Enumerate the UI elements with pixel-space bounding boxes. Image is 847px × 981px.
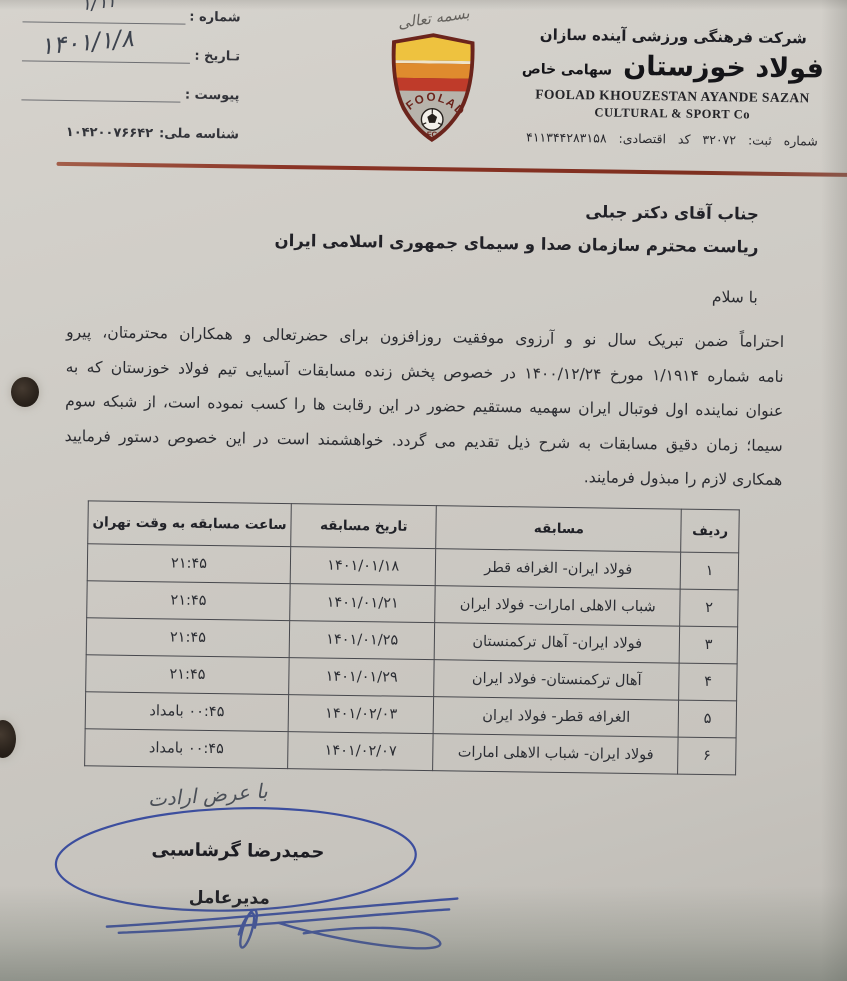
cell-row-number: ۴ [678,663,738,701]
recipient-block: جناب آقای دکتر جبلی ریاست محترم سازمان ص… [274,191,759,264]
signer-title: مدیرعامل [188,887,270,909]
company-name-fa-line2: فولاد خوزستان سهامی خاص [497,49,847,85]
cell-row-number: ۲ [680,589,739,627]
cell-date: ۱۴۰۱/۰۱/۲۹ [288,657,435,697]
cell-date: ۱۴۰۱/۰۲/۰۷ [287,731,434,771]
company-name-fa-main: فولاد خوزستان [623,50,825,85]
cell-match: فولاد ایران- الغرافه قطر [435,548,682,590]
field-date: تـاریخ : ۱۴۰۱/۱/۸ [21,24,241,65]
cell-date: ۱۴۰۱/۰۱/۱۸ [290,546,437,586]
cell-match: آهال ترکمنستان- فولاد ایران [434,659,680,701]
cell-row-number: ۱ [680,552,739,590]
crest-sub-text: FC [427,130,438,139]
field-national-id-value: ۱۰۴۲۰۰۷۶۶۴۲ [65,124,154,142]
letter-body: احتراماً ضمن تبریک سال نو و آرزوی موفقیت… [64,315,785,498]
cell-row-number: ۵ [678,700,737,738]
match-schedule-table: ردیف مسابقه تاریخ مسابقه ساعت مسابقه به … [84,500,740,775]
logo-block: بسمه تعالی FOOLAD [367,4,499,144]
table-row: ۶ فولاد ایران- شباب الاهلی امارات ۱۴۰۱/۰… [84,728,737,775]
header-match: مسابقه [436,505,682,553]
header-match-time: ساعت مسابقه به وقت تهران [87,500,292,547]
field-date-label: تـاریخ : [194,48,241,65]
cell-time: ۲۱:۴۵ [86,580,291,621]
company-name-fa-line1: شرکت فرهنگی ورزشی آینده سازان [539,25,808,48]
company-name-fa-suffix: سهامی خاص [521,61,613,79]
letterhead-fields: شماره : ۱/۱۲ تـاریخ : ۱۴۰۱/۱/۸ پیوست : ش… [21,0,241,163]
recipient-title: ریاست محترم سازمان صدا و سیمای جمهوری اس… [274,230,759,257]
cell-match: شباب الاهلی امارات- فولاد ایران [435,585,681,627]
cell-match: فولاد ایران- شباب الاهلی امارات [433,733,679,775]
cell-date: ۱۴۰۱/۰۲/۰۳ [288,694,435,734]
cell-time: ۰۰:۴۵ بامداد [85,691,289,732]
company-name-en-line2: CULTURAL & SPORT Co [594,105,751,122]
field-number-label: شماره : [189,9,241,26]
header-match-date: تاریخ مسابقه [290,503,437,549]
cell-row-number: ۳ [679,626,738,664]
field-national-id-label: شناسه ملی: [158,126,240,143]
cell-date: ۱۴۰۱/۰۱/۲۵ [289,620,436,660]
cell-row-number: ۶ [677,737,737,775]
cell-date: ۱۴۰۱/۰۱/۲۱ [289,583,436,623]
field-attachment-label: پیوست : [184,87,240,104]
punch-hole [11,377,39,407]
cell-time: ۲۱:۴۵ [86,617,290,658]
field-attachment-line [21,85,181,103]
cell-match: الغرافه قطر- فولاد ایران [433,696,679,738]
field-attachment: پیوست : [21,82,240,104]
schedule-table-body: ۱ فولاد ایران- الغرافه قطر ۱۴۰۱/۰۱/۱۸ ۲۱… [84,543,739,775]
field-national-id: شناسه ملی: ۱۰۴۲۰۰۷۶۶۴۲ [21,121,239,142]
closing-handwritten: با عرض ارادت [147,778,269,812]
header-row-number: ردیف [681,509,740,553]
bismillah-calligraphy: بسمه تعالی [396,4,471,33]
cell-match: فولاد ایران- آهال ترکمنستان [434,622,681,664]
punch-hole [0,720,16,758]
letterhead-divider-rule [56,161,847,177]
foolad-club-crest-icon: FOOLAD FC [391,33,475,142]
salutation: با سلام [711,288,758,307]
cell-time: ۰۰:۴۵ بامداد [84,728,289,769]
signer-name: حمیدرضا گرشاسبی [151,839,325,863]
cell-time: ۲۱:۴۵ [85,654,290,695]
cell-time: ۲۱:۴۵ [87,543,291,584]
registration-line: شماره ثبت: ۳۲۰۷۲ کد اقتصادی: ۴۱۱۳۴۴۲۸۳۱۵… [525,129,818,149]
field-number: شماره : ۱/۱۲ [22,0,241,26]
company-header: شرکت فرهنگی ورزشی آینده سازان فولاد خوزس… [496,25,847,149]
